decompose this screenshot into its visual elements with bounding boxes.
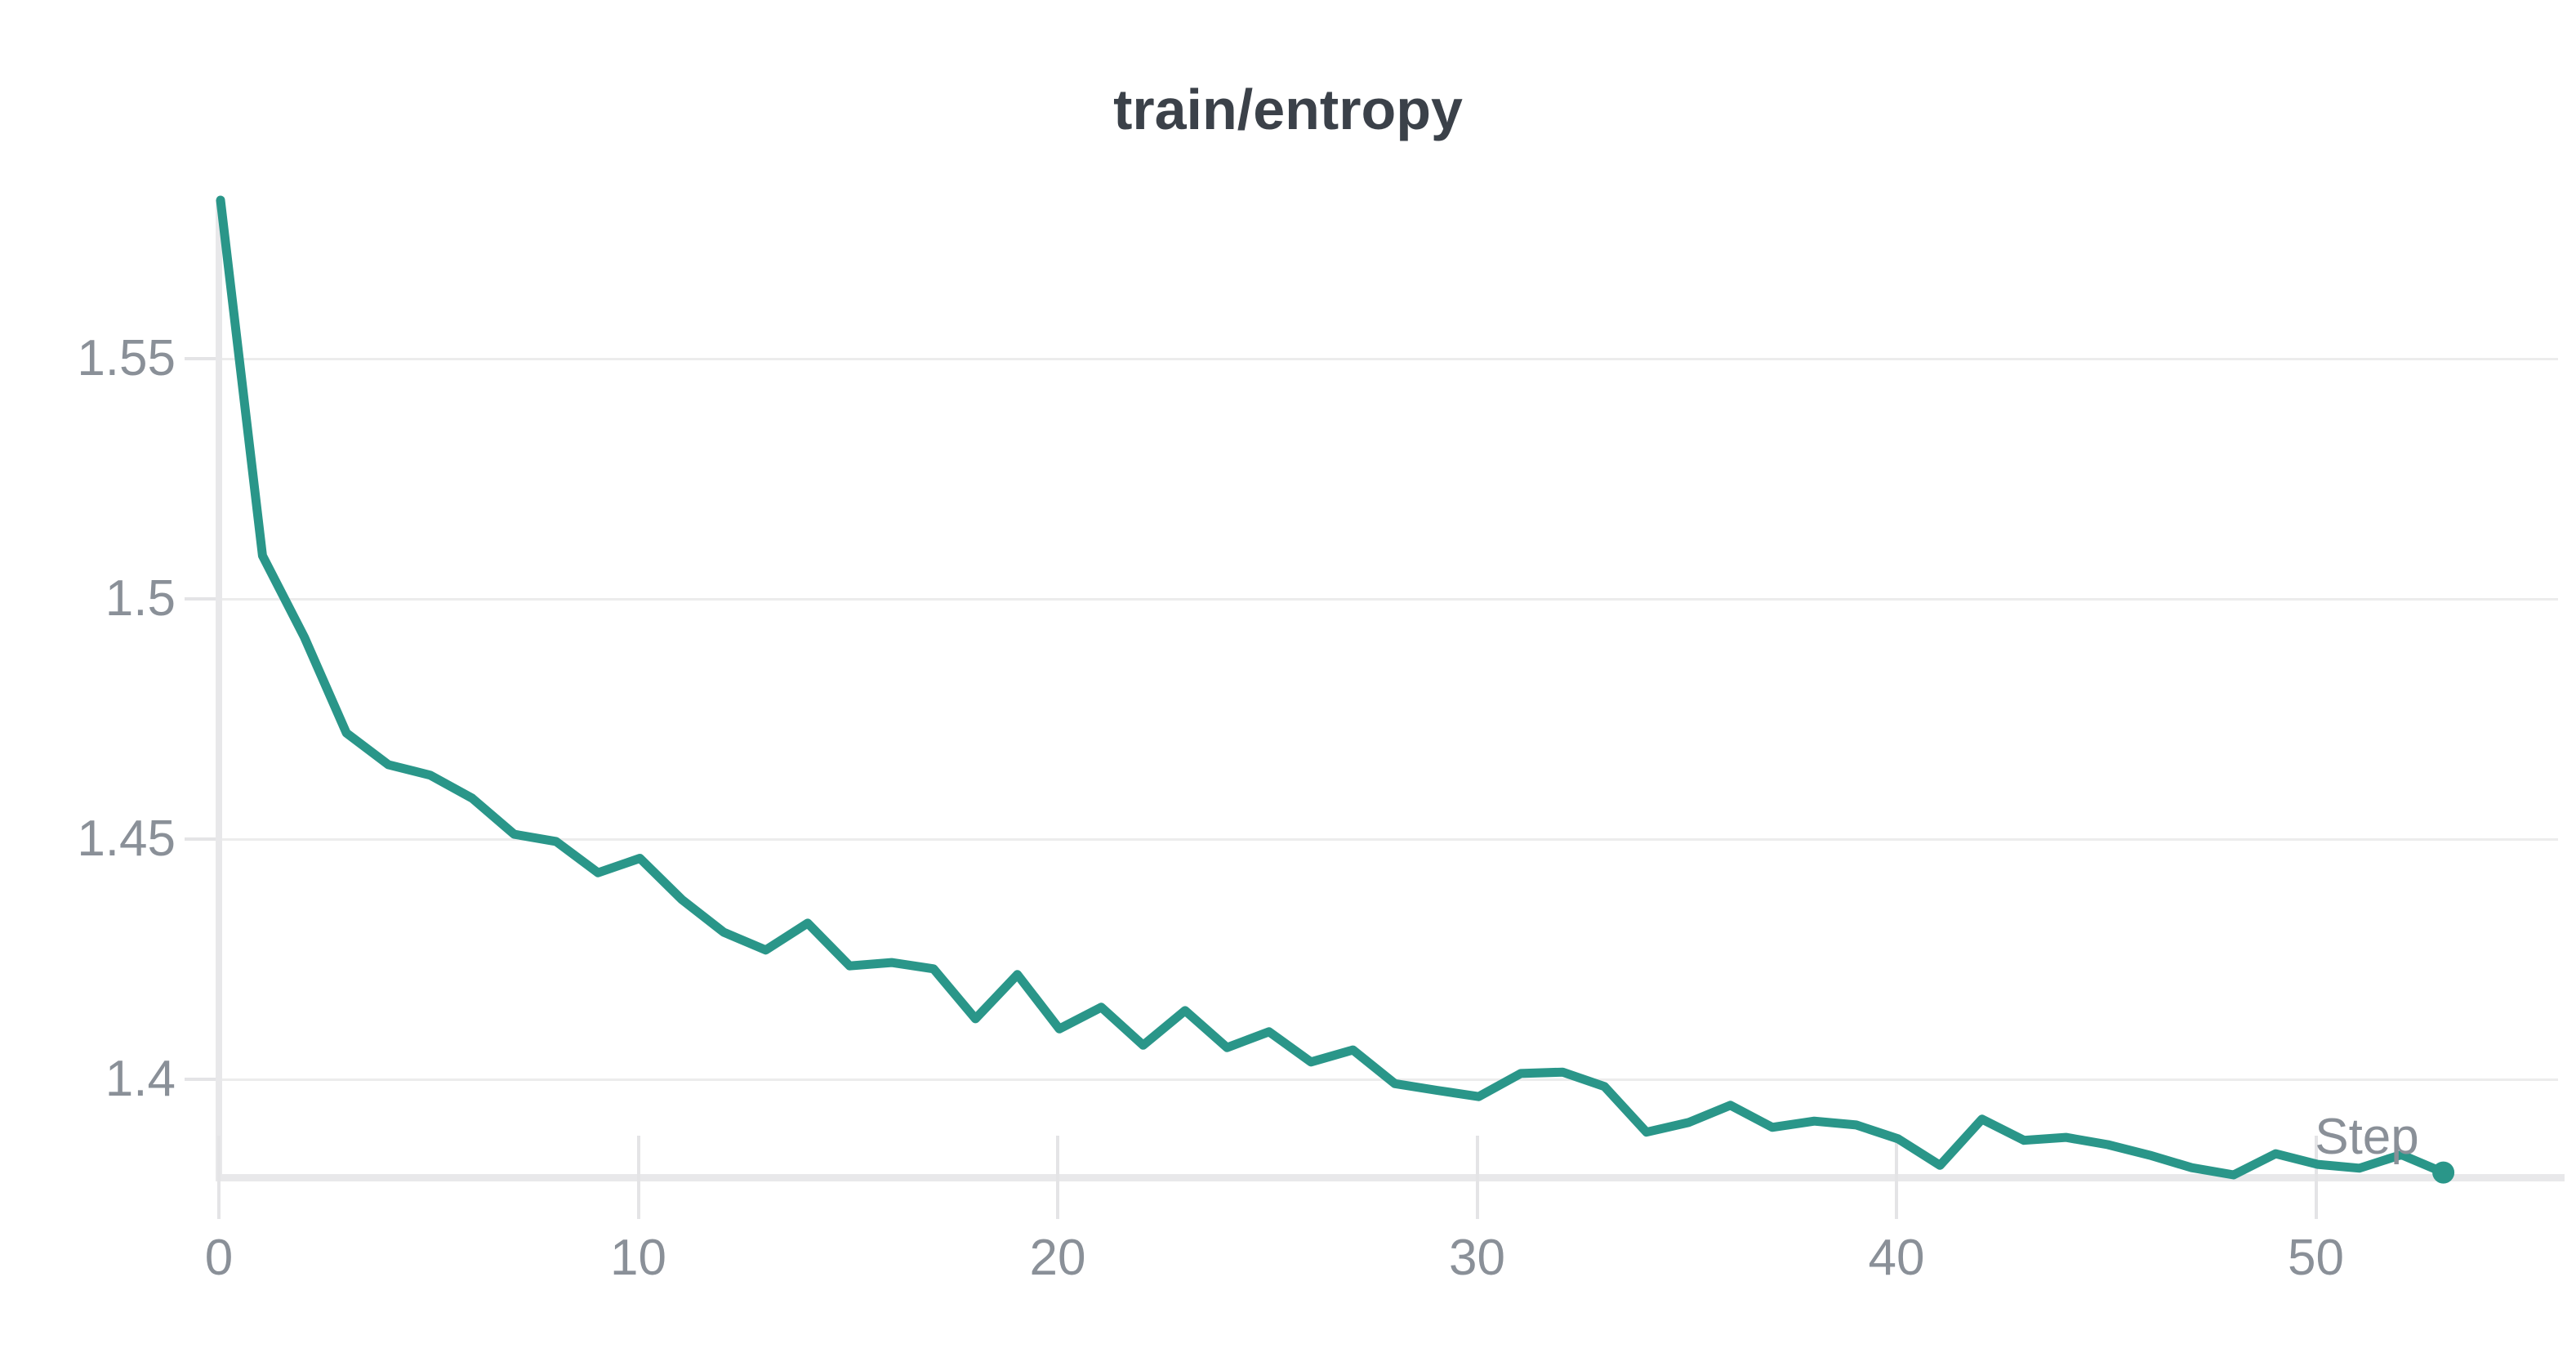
y-tick-label: 1.45 (77, 810, 176, 867)
y-tick-label: 1.5 (105, 570, 176, 627)
x-tick-label: 10 (610, 1230, 666, 1286)
x-tick-label: 20 (1029, 1230, 1086, 1286)
x-tick-label: 50 (2288, 1230, 2344, 1286)
x-tick-mark (2314, 1136, 2318, 1219)
x-axis-title: Step (2315, 1109, 2419, 1165)
x-tick-mark (217, 1136, 221, 1219)
y-tick-mark (185, 1078, 219, 1081)
y-tick-mark (185, 357, 219, 360)
panel-title: train/entropy (1113, 78, 1463, 141)
y-tick-mark (185, 597, 219, 601)
series-endpoint-dot (2432, 1161, 2455, 1184)
x-tick-mark (1895, 1136, 1898, 1219)
series-line (216, 195, 2449, 1180)
y-gridline (219, 838, 2558, 841)
y-tick-mark (185, 837, 219, 841)
y-tick-label: 1.55 (77, 330, 176, 386)
x-axis-line (216, 1174, 2565, 1181)
y-tick-label: 1.4 (105, 1051, 176, 1107)
x-tick-mark (1475, 1136, 1479, 1219)
y-gridline (219, 598, 2558, 601)
x-tick-label: 40 (1868, 1230, 1925, 1286)
y-gridline (219, 358, 2558, 360)
x-tick-mark (636, 1136, 640, 1219)
x-tick-label: 0 (204, 1230, 234, 1286)
x-tick-mark (1056, 1136, 1059, 1219)
y-axis-line (216, 200, 222, 1181)
x-tick-label: 30 (1449, 1230, 1505, 1286)
